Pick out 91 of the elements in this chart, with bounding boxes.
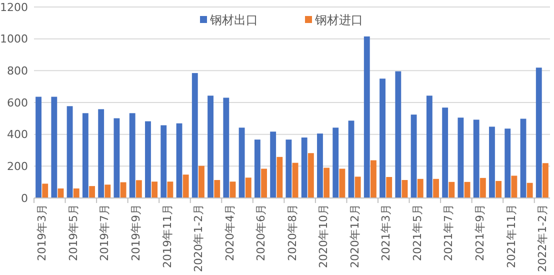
bar [542,163,548,198]
bar [417,178,424,198]
y-tick-label: 1000 [0,32,28,46]
bar [339,168,346,198]
x-tick-label: 2022年1-2月 [536,204,550,272]
bar [129,113,136,198]
bar [198,166,204,198]
bar [380,78,386,198]
bar [489,126,495,198]
x-tick-label: 2020年6月 [254,204,268,261]
bar [426,96,432,198]
x-tick-label: 2021年11月 [504,204,518,268]
bar [120,182,126,198]
x-tick-label: 2021年3月 [380,204,393,261]
bar [433,178,439,198]
bar [480,178,486,198]
bar [496,180,502,198]
bar [261,168,267,198]
bar [442,108,448,198]
x-tick-label: 2019年5月 [66,204,80,261]
bar [82,113,88,198]
bar [286,140,292,198]
bar [192,73,198,198]
bar [308,153,314,198]
y-tick-label: 800 [7,64,28,78]
legend-label: 钢材进口 [314,13,363,28]
bar [245,178,252,198]
bar [511,176,518,198]
bar [89,186,95,198]
x-tick-label: 2019年7月 [98,204,112,261]
x-tick-label: 2019年9月 [129,204,142,261]
x-tick-label: 2021年5月 [410,204,424,261]
bar [98,109,104,198]
bar [176,123,182,198]
bar [520,118,526,198]
x-tick-label: 2021年7月 [442,204,456,261]
bar [167,182,174,198]
y-tick-label: 0 [21,192,28,205]
x-tick-label: 2020年8月 [286,204,299,261]
bar [395,71,402,198]
bar [73,188,80,198]
bar [292,162,298,198]
bar [160,125,167,198]
x-tick-label: 2019年3月 [36,204,49,261]
bar [230,182,236,198]
bar [526,182,533,198]
x-tick-label: 2019年11月 [160,204,174,268]
bar [145,121,151,198]
bar [324,168,330,198]
bar [458,118,464,198]
bar [301,138,308,198]
x-tick-label: 2020年1-2月 [192,204,206,272]
bar [214,180,220,198]
bar [317,134,323,198]
legend-label: 钢材出口 [209,13,258,28]
x-tick-label: 2020年12月 [348,204,362,268]
y-tick-label: 400 [7,128,28,142]
x-tick-label: 2020年4月 [223,204,236,261]
bar [332,128,339,198]
bar [370,160,376,198]
bar [473,120,480,198]
bar [504,128,511,198]
bar [238,128,245,198]
bar [536,68,542,198]
bar [36,96,42,198]
bar [410,114,417,198]
y-tick-label: 1200 [0,0,28,14]
bar [354,176,361,198]
bar [208,96,214,198]
bar [386,176,392,198]
bar [51,96,58,198]
bar [276,156,283,198]
bar [270,132,276,198]
bar [182,174,189,198]
bar [66,106,73,198]
bar [136,180,142,198]
bar [223,98,230,198]
bar [464,182,470,198]
x-tick-label: 2021年9月 [473,204,486,261]
bar [104,184,111,198]
bar [42,184,48,198]
bar [114,118,120,198]
bar [402,180,408,198]
bar [254,140,260,198]
x-tick-label: 2020年10月 [317,204,330,268]
bar [348,120,354,198]
y-tick-label: 600 [7,96,28,110]
y-tick-label: 200 [7,160,28,174]
bar [448,182,455,198]
bar [152,182,158,198]
bar [364,36,370,198]
